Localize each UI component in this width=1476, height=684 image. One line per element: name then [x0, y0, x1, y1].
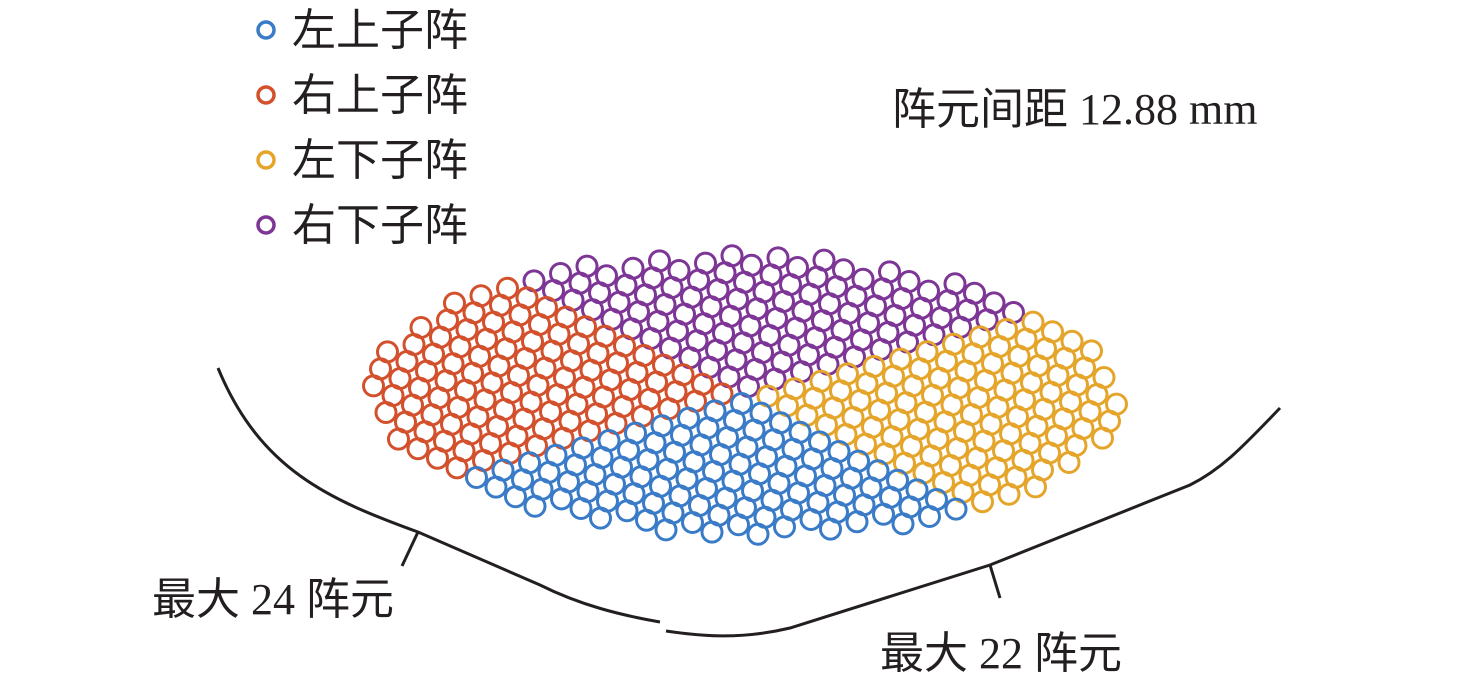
array-element: [406, 437, 430, 461]
legend-marker: [256, 215, 276, 235]
left-bracket: [216, 367, 661, 624]
array-element: [819, 517, 842, 541]
array-element: [589, 506, 612, 530]
array-element: [918, 505, 941, 528]
array-element: [746, 522, 770, 546]
array-element: [997, 482, 1021, 506]
legend-marker: [256, 85, 276, 105]
legend-marker: [256, 150, 276, 170]
left-count-label: 最大 24 阵元: [152, 575, 394, 624]
array-element: [891, 512, 915, 536]
array-element: [1024, 475, 1047, 499]
legend-label: 左下子阵: [292, 136, 468, 185]
right-bracket-tick: [988, 564, 1002, 599]
array-element: [387, 427, 410, 451]
array-element: [426, 446, 449, 470]
array-element: [484, 475, 508, 499]
array-element: [635, 508, 658, 532]
array-element: [362, 374, 385, 398]
right-bracket: [665, 406, 1282, 638]
spacing-label: 阵元间距 12.88 mm: [892, 85, 1257, 134]
legend-marker: [256, 20, 276, 40]
array-element: [971, 490, 994, 514]
array-element: [681, 511, 704, 534]
legend-label: 左上子阵: [292, 6, 468, 55]
array-element: [465, 466, 488, 489]
array-element: [700, 520, 724, 544]
array-element: [799, 508, 823, 531]
array-element: [944, 497, 968, 521]
element-grid: [362, 244, 1128, 546]
array-element: [504, 485, 527, 509]
array-element: [374, 401, 398, 424]
array-element: [654, 518, 678, 542]
array-element: [773, 515, 796, 539]
array-element: [523, 494, 547, 518]
array-element: [615, 499, 639, 523]
array-element: [1091, 426, 1114, 450]
array-element: [445, 456, 469, 480]
array-element: [845, 510, 869, 534]
array-element: [727, 513, 750, 537]
legend-label: 右下子阵: [292, 201, 468, 250]
array-element: [872, 502, 895, 526]
array-element: [550, 487, 573, 511]
legend-label: 右上子阵: [292, 71, 468, 120]
right-count-label: 最大 22 阵元: [880, 629, 1122, 678]
array-element: [1057, 451, 1081, 474]
array-element: [569, 497, 593, 520]
left-bracket-tick: [400, 531, 420, 567]
